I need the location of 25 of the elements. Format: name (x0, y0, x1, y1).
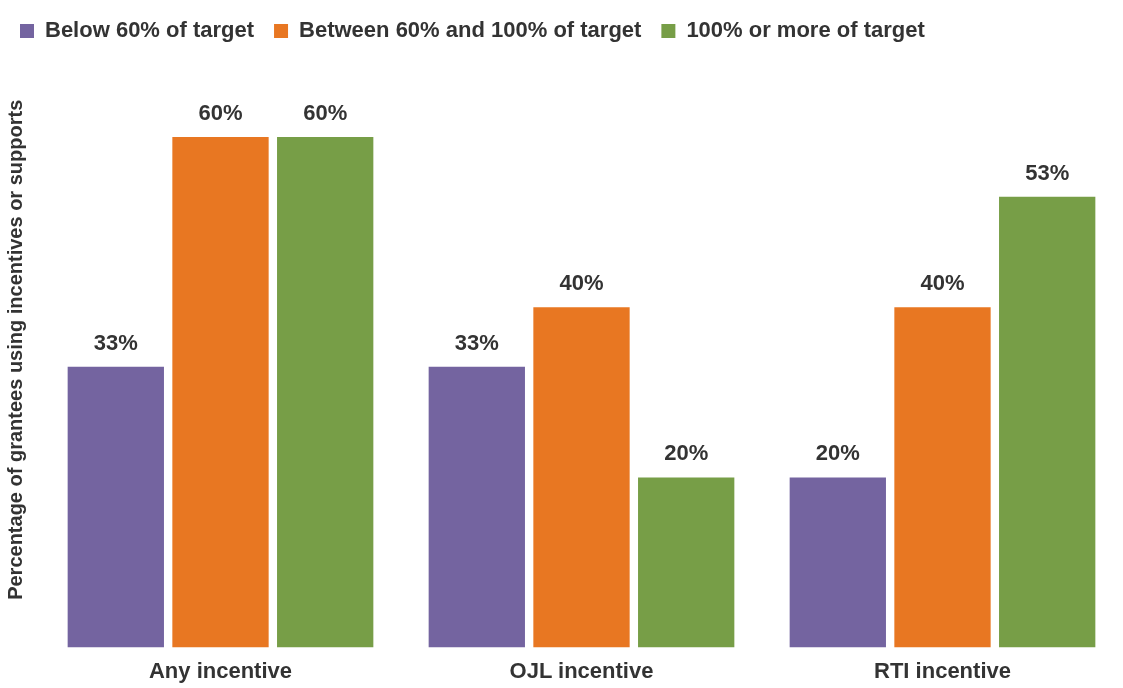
bar (999, 196, 1096, 648)
data-label: 60% (303, 100, 348, 126)
legend-label: 100% or more of target (686, 17, 926, 43)
bar (789, 477, 886, 648)
x-tick-label: Any incentive (148, 657, 293, 683)
legend-label: Below 60% of target (45, 17, 255, 43)
bar (533, 307, 630, 648)
data-label: 53% (1025, 159, 1070, 185)
legend-label: Between 60% and 100% of target (299, 17, 643, 43)
data-label: 33% (454, 329, 499, 355)
data-label: 40% (559, 270, 604, 296)
x-tick-label: RTI incentive (874, 657, 1011, 683)
data-label: 40% (920, 270, 965, 296)
bar (428, 366, 525, 648)
bar (638, 477, 735, 648)
x-tick-label: OJL incentive (509, 657, 654, 683)
data-label: 20% (815, 440, 860, 466)
bar (277, 137, 374, 648)
bar (67, 366, 164, 648)
data-label: 60% (198, 100, 243, 126)
data-label: 33% (93, 329, 138, 355)
data-label: 20% (664, 440, 709, 466)
bar (894, 307, 991, 648)
y-axis-title: Percentage of grantees using incentives or supports (3, 99, 26, 600)
bar (172, 137, 269, 648)
